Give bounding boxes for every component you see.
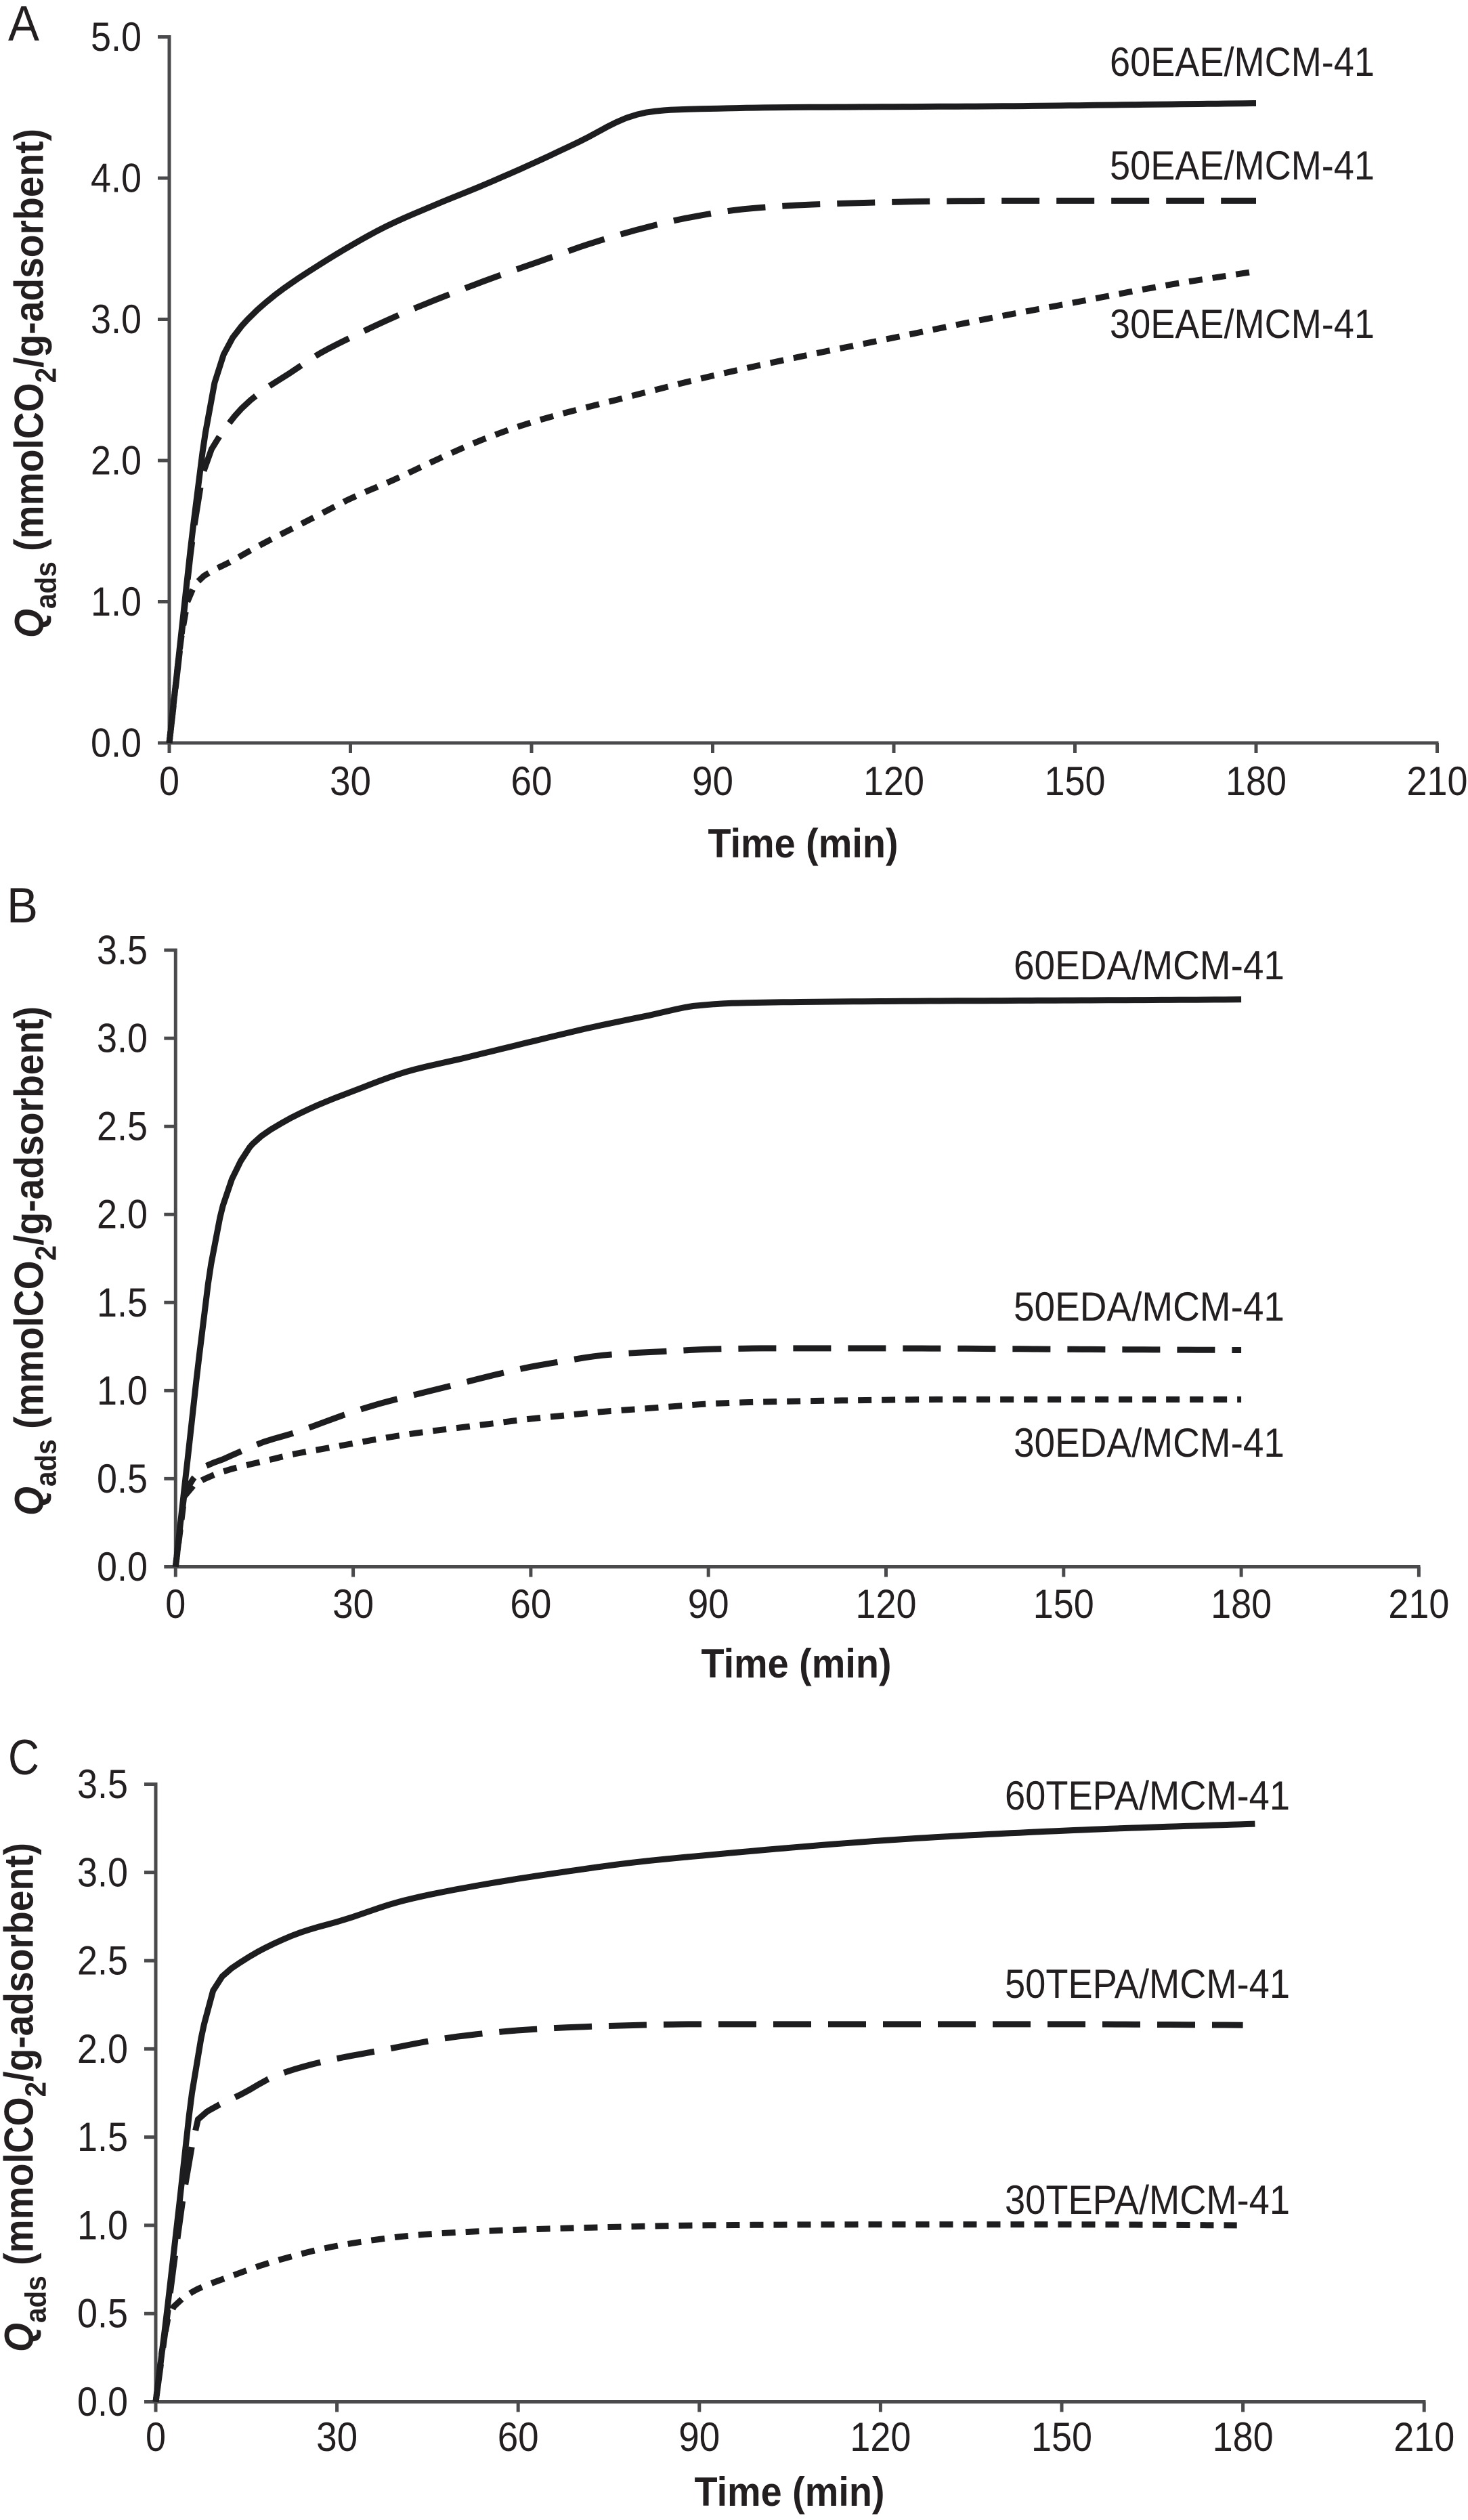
svg-text:2.0: 2.0 bbox=[91, 438, 142, 484]
svg-text:60EAE/MCM-41: 60EAE/MCM-41 bbox=[1110, 39, 1375, 85]
svg-text:0.0: 0.0 bbox=[77, 2379, 128, 2425]
svg-text:50EAE/MCM-41: 50EAE/MCM-41 bbox=[1110, 143, 1375, 188]
svg-text:30: 30 bbox=[316, 2414, 358, 2460]
svg-text:120: 120 bbox=[863, 759, 924, 804]
svg-text:120: 120 bbox=[856, 1581, 917, 1627]
svg-text:90: 90 bbox=[688, 1581, 729, 1627]
svg-text:210: 210 bbox=[1388, 1581, 1449, 1627]
svg-text:B: B bbox=[7, 878, 38, 933]
svg-text:3.0: 3.0 bbox=[97, 1016, 148, 1061]
svg-text:0: 0 bbox=[165, 1581, 186, 1627]
svg-text:A: A bbox=[8, 0, 39, 51]
svg-text:180: 180 bbox=[1213, 2414, 1274, 2460]
svg-text:50TEPA/MCM-41: 50TEPA/MCM-41 bbox=[1005, 1961, 1290, 2007]
svg-text:1.5: 1.5 bbox=[97, 1280, 148, 1325]
svg-text:2.0: 2.0 bbox=[77, 2026, 128, 2072]
svg-text:60TEPA/MCM-41: 60TEPA/MCM-41 bbox=[1005, 1773, 1290, 1818]
svg-text:150: 150 bbox=[1045, 759, 1106, 804]
svg-text:90: 90 bbox=[692, 759, 733, 804]
svg-text:Qads (mmolCO2/g-adsorbent): Qads (mmolCO2/g-adsorbent) bbox=[7, 129, 63, 638]
svg-text:Time (min): Time (min) bbox=[708, 821, 899, 866]
svg-text:90: 90 bbox=[678, 2414, 720, 2460]
svg-text:30: 30 bbox=[330, 759, 371, 804]
svg-text:60: 60 bbox=[510, 1581, 551, 1627]
svg-text:1.0: 1.0 bbox=[91, 579, 142, 624]
svg-text:30EAE/MCM-41: 30EAE/MCM-41 bbox=[1110, 301, 1375, 347]
svg-text:3.0: 3.0 bbox=[77, 1850, 128, 1895]
svg-text:60EDA/MCM-41: 60EDA/MCM-41 bbox=[1014, 943, 1284, 988]
svg-text:2.0: 2.0 bbox=[97, 1192, 148, 1237]
svg-text:Qads (mmolCO2/g-adsorbent): Qads (mmolCO2/g-adsorbent) bbox=[0, 1843, 53, 2352]
svg-text:C: C bbox=[8, 1730, 39, 1785]
svg-text:1.5: 1.5 bbox=[77, 2114, 128, 2160]
svg-text:3.5: 3.5 bbox=[97, 928, 148, 973]
svg-text:1.0: 1.0 bbox=[77, 2202, 128, 2248]
svg-text:0: 0 bbox=[146, 2414, 166, 2460]
svg-text:120: 120 bbox=[850, 2414, 911, 2460]
svg-text:Time (min): Time (min) bbox=[701, 1641, 892, 1686]
svg-text:30: 30 bbox=[332, 1581, 374, 1627]
svg-text:180: 180 bbox=[1211, 1581, 1272, 1627]
svg-text:3.5: 3.5 bbox=[77, 1761, 128, 1807]
svg-text:3.0: 3.0 bbox=[91, 297, 142, 342]
svg-text:0: 0 bbox=[159, 759, 179, 804]
svg-text:Qads (mmolCO2/g-adsorbent): Qads (mmolCO2/g-adsorbent) bbox=[7, 1006, 63, 1516]
svg-text:150: 150 bbox=[1033, 1581, 1094, 1627]
svg-text:0.0: 0.0 bbox=[97, 1544, 148, 1589]
svg-text:4.0: 4.0 bbox=[91, 156, 142, 201]
svg-text:150: 150 bbox=[1031, 2414, 1092, 2460]
svg-text:5.0: 5.0 bbox=[91, 14, 142, 60]
svg-text:2.5: 2.5 bbox=[97, 1104, 148, 1149]
svg-text:60: 60 bbox=[498, 2414, 539, 2460]
svg-text:50EDA/MCM-41: 50EDA/MCM-41 bbox=[1014, 1284, 1284, 1329]
svg-text:Time (min): Time (min) bbox=[695, 2469, 885, 2515]
svg-text:0.0: 0.0 bbox=[91, 721, 142, 766]
svg-text:30TEPA/MCM-41: 30TEPA/MCM-41 bbox=[1005, 2177, 1290, 2223]
svg-text:60: 60 bbox=[511, 759, 553, 804]
svg-text:1.0: 1.0 bbox=[97, 1368, 148, 1413]
svg-text:30EDA/MCM-41: 30EDA/MCM-41 bbox=[1014, 1420, 1284, 1466]
svg-text:180: 180 bbox=[1226, 759, 1287, 804]
svg-text:210: 210 bbox=[1394, 2414, 1454, 2460]
svg-text:0.5: 0.5 bbox=[97, 1456, 148, 1501]
svg-text:2.5: 2.5 bbox=[77, 1938, 128, 1984]
svg-text:0.5: 0.5 bbox=[77, 2291, 128, 2336]
svg-text:210: 210 bbox=[1407, 759, 1468, 804]
